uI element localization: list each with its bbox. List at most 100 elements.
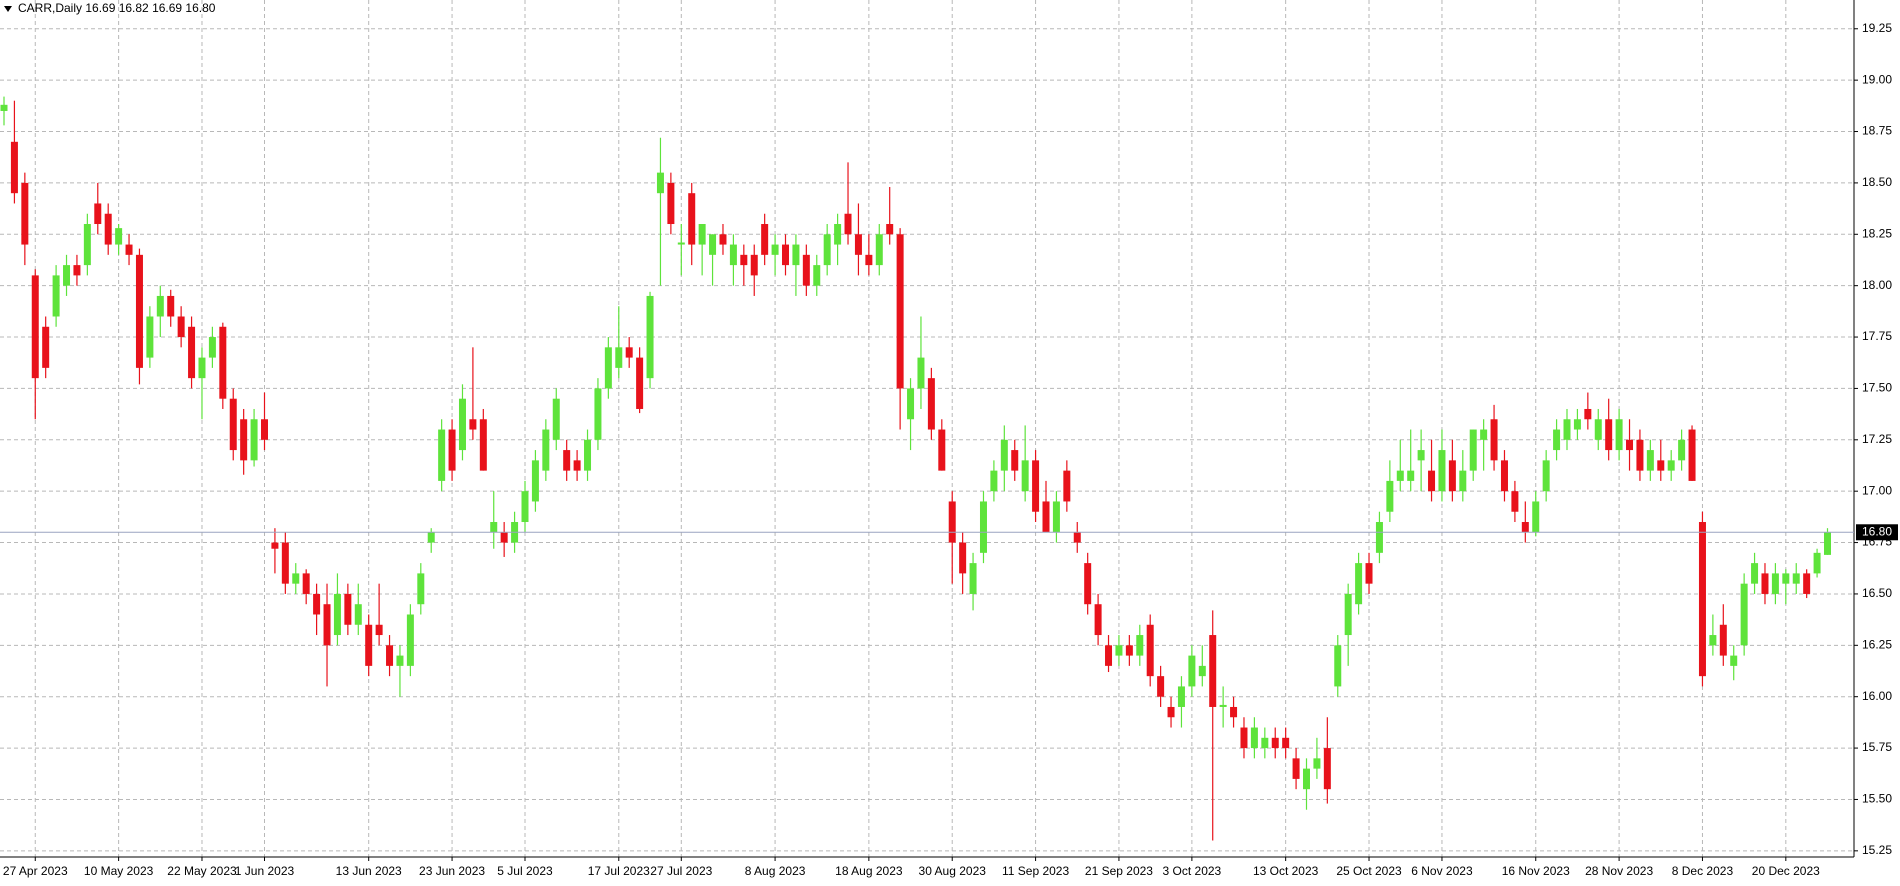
candle-body <box>907 388 915 420</box>
candle-body <box>594 388 602 440</box>
candle-body <box>1532 501 1540 533</box>
y-tick-label: 18.00 <box>1862 278 1892 292</box>
x-tick-label: 27 Jul 2023 <box>650 864 712 878</box>
x-tick-label: 25 Oct 2023 <box>1336 864 1402 878</box>
candle-body <box>1615 419 1623 451</box>
candle-body <box>52 275 60 317</box>
x-tick-label: 6 Nov 2023 <box>1411 864 1473 878</box>
candle-body <box>146 316 154 358</box>
candle-body <box>1553 429 1561 451</box>
candle-body <box>927 378 935 430</box>
y-tick-label: 16.00 <box>1862 689 1892 703</box>
candle-body <box>771 244 779 255</box>
candle-body <box>1396 470 1404 481</box>
candle-body <box>584 439 592 471</box>
x-tick-label: 30 Aug 2023 <box>919 864 987 878</box>
candle-body <box>531 460 539 502</box>
candle-body <box>1344 593 1352 636</box>
candle-body <box>1303 768 1310 790</box>
candle-body <box>1334 645 1342 687</box>
x-tick-label: 13 Oct 2023 <box>1253 864 1319 878</box>
candle-body <box>479 419 487 471</box>
candle-body <box>1209 635 1217 707</box>
candle-body <box>10 141 18 194</box>
candle-body <box>490 522 498 533</box>
candle-body <box>1719 624 1727 656</box>
candle-body <box>1678 439 1686 461</box>
candle-body <box>1188 655 1196 687</box>
grid <box>0 0 1854 857</box>
candle-body <box>177 316 185 338</box>
candle-body <box>1594 419 1602 440</box>
candle-body <box>969 563 977 594</box>
candle-body <box>302 573 310 594</box>
candle-body <box>333 593 341 636</box>
candle-body <box>1084 563 1092 605</box>
candle-body <box>1626 439 1634 451</box>
candle-body <box>1480 429 1488 440</box>
candle-body <box>782 244 789 266</box>
candle-body <box>1469 429 1477 471</box>
candle-body <box>646 295 654 379</box>
candle-body <box>1386 480 1394 512</box>
candle-body <box>313 593 321 615</box>
y-tick-label: 16.50 <box>1862 586 1892 600</box>
candle-body <box>448 429 456 471</box>
y-tick-label: 17.50 <box>1862 381 1892 395</box>
candle-body <box>813 265 821 286</box>
candle-body <box>1313 758 1321 769</box>
candle-body <box>698 224 706 245</box>
candle-body <box>1157 676 1165 697</box>
candle-body <box>167 295 175 317</box>
candle-body <box>396 655 404 666</box>
candle-body <box>1771 573 1779 594</box>
candle-body <box>667 182 675 225</box>
candle-body <box>1375 522 1383 553</box>
candle-body <box>875 234 883 266</box>
candle-body <box>281 542 289 584</box>
candle-body <box>386 645 394 666</box>
candle-body <box>1438 450 1446 492</box>
candle-body <box>1052 501 1060 533</box>
candle-body <box>417 573 425 605</box>
x-tick-label: 27 Apr 2023 <box>3 864 68 878</box>
candle-body <box>458 398 466 451</box>
x-tick-label: 1 Jun 2023 <box>235 864 295 878</box>
candle-body <box>1282 737 1290 749</box>
candle-body <box>271 542 279 549</box>
candle-body <box>604 347 612 389</box>
candle-body <box>677 242 685 245</box>
candle-body <box>1105 645 1113 666</box>
candle-body <box>1240 727 1248 749</box>
candle-body <box>740 254 748 266</box>
candle-body <box>688 193 696 245</box>
candle-body <box>886 224 894 235</box>
candle-body <box>1230 706 1238 718</box>
x-tick-label: 20 Dec 2023 <box>1752 864 1820 878</box>
candle-body <box>792 244 800 266</box>
candle-body <box>542 429 550 471</box>
candle-body <box>1751 563 1759 584</box>
candle-body <box>1032 460 1040 512</box>
candle-body <box>198 357 206 379</box>
menu-arrow[interactable] <box>4 6 12 12</box>
candle-body <box>42 326 50 368</box>
candle-body <box>406 614 414 666</box>
y-tick-label: 19.25 <box>1862 21 1892 35</box>
x-tick-label: 3 Oct 2023 <box>1163 864 1222 878</box>
x-tick-label: 23 Jun 2023 <box>419 864 485 878</box>
y-tick-label: 15.50 <box>1862 792 1892 806</box>
candle-body <box>1136 635 1144 656</box>
candle-body <box>115 228 123 245</box>
candle-body <box>323 604 331 646</box>
y-tick-label: 19.00 <box>1862 72 1892 86</box>
candle-body <box>1730 655 1738 666</box>
candle-body <box>1646 450 1654 471</box>
candle-body <box>1782 573 1790 584</box>
candle-body <box>292 573 300 584</box>
candle-body <box>1709 635 1717 646</box>
candle-body <box>1792 573 1800 584</box>
candle-body <box>427 532 435 543</box>
candle-body <box>1542 460 1550 492</box>
candle-body <box>1407 470 1415 481</box>
